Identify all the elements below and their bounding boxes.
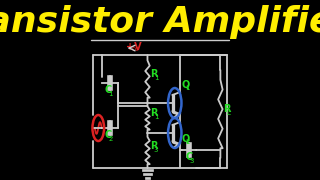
Text: 1: 1: [108, 91, 113, 97]
Text: Q: Q: [182, 133, 190, 143]
Text: 1: 1: [185, 85, 189, 91]
Text: C: C: [105, 85, 112, 95]
Text: 1: 1: [154, 114, 158, 120]
Text: C: C: [105, 130, 112, 140]
Text: 2: 2: [185, 139, 189, 145]
Text: Q: Q: [182, 79, 190, 89]
Text: R: R: [151, 141, 158, 150]
Text: R: R: [151, 108, 158, 118]
Text: R: R: [151, 69, 158, 79]
Text: C: C: [186, 152, 193, 162]
Text: R: R: [223, 104, 231, 114]
Text: 3: 3: [154, 147, 158, 152]
Text: 1: 1: [154, 75, 158, 81]
Text: 3: 3: [189, 158, 194, 164]
Text: +V: +V: [126, 42, 142, 52]
Text: Transistor Amplifiers: Transistor Amplifiers: [0, 5, 320, 39]
Text: cc: cc: [132, 46, 140, 52]
Text: L: L: [226, 110, 230, 116]
Text: 2: 2: [108, 136, 113, 142]
